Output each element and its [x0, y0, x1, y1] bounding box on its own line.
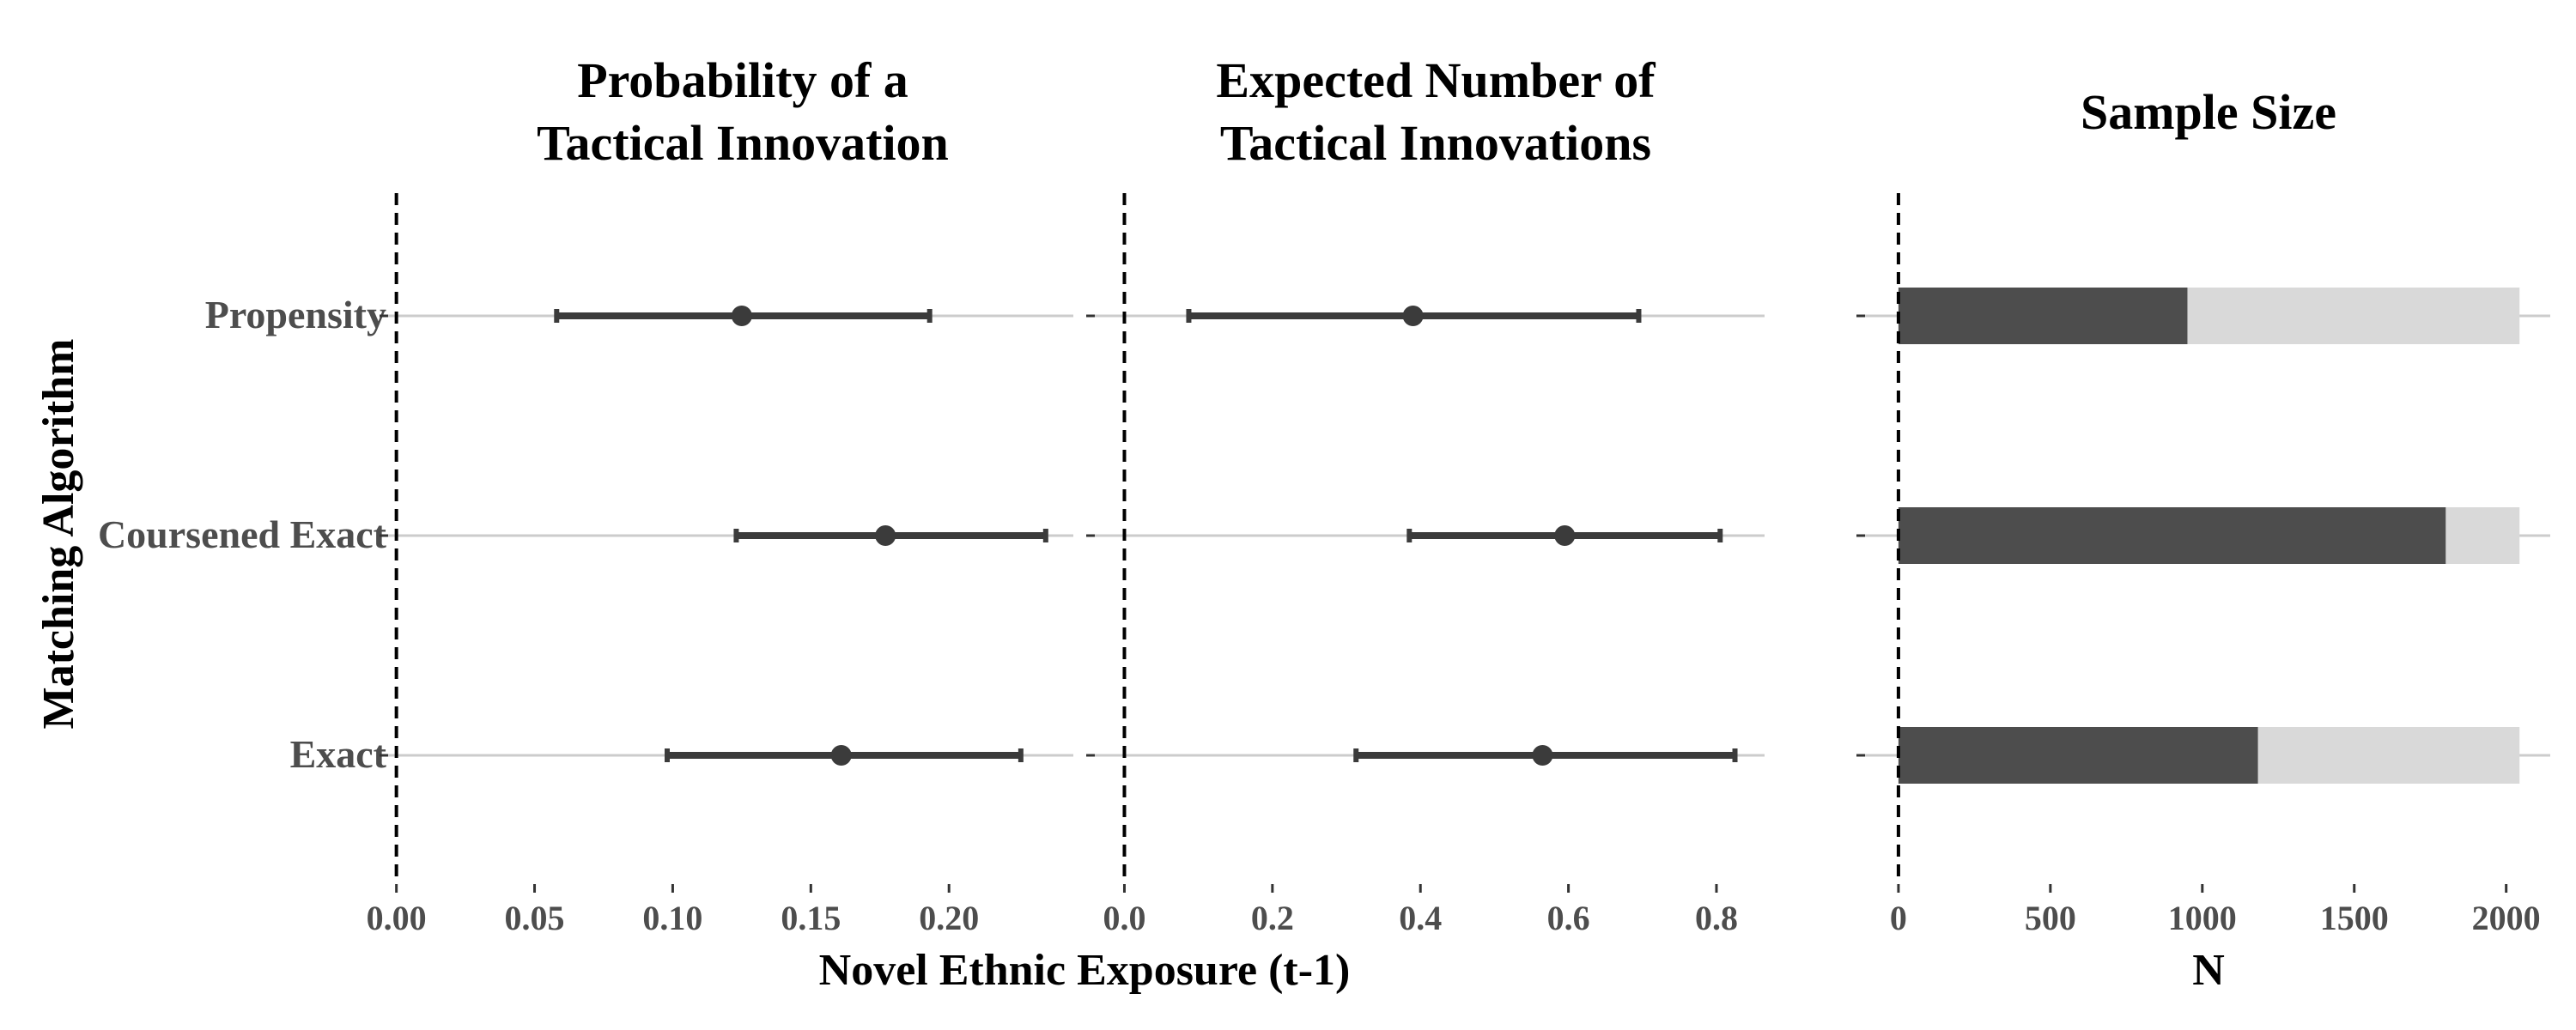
x-tick-label: 2000	[2472, 899, 2541, 937]
category-label: Coursened Exact	[98, 512, 387, 556]
x-tick-label: 500	[2025, 899, 2076, 937]
panel-2-title-line-2: Tactical Innovations	[1220, 115, 1651, 171]
estimate-point	[875, 525, 896, 546]
matched-bar	[1898, 288, 2188, 344]
category-label: Exact	[290, 732, 387, 776]
x-tick-label: 0.4	[1399, 899, 1442, 937]
estimate-point	[1402, 306, 1424, 326]
y-axis-title: Matching Algorithm	[34, 339, 83, 730]
panel-sample-size: 0 500 1000 1500 2000	[1856, 193, 2550, 937]
panel-2-title-line-1: Expected Number of	[1216, 52, 1656, 108]
x-tick-label: 0	[1890, 899, 1907, 937]
x-tick-label: 0.8	[1695, 899, 1738, 937]
x-tick-label: 0.0	[1103, 899, 1145, 937]
panel-probability: 0.00 0.05 0.10 0.15 0.20	[367, 193, 1073, 937]
x-axis-title: Novel Ethnic Exposure (t-1)	[819, 946, 1351, 995]
estimate-point	[830, 745, 852, 766]
x-tick-label: 0.6	[1547, 899, 1590, 937]
panel-1-title-line-1: Probability of a	[577, 52, 908, 108]
x-tick-label: 0.10	[642, 899, 702, 937]
x-tick-label: 0.15	[781, 899, 841, 937]
panel-expected-number: 0.0 0.2 0.4 0.6 0.8	[1086, 193, 1765, 937]
estimate-point	[1554, 525, 1576, 546]
matched-bar	[1898, 727, 2258, 784]
x-tick-label: 0.20	[919, 899, 979, 937]
x-tick-label: 0.05	[505, 899, 565, 937]
x-tick-label: 1000	[2168, 899, 2237, 937]
x-tick-label: 0.2	[1251, 899, 1294, 937]
category-label: Propensity	[205, 293, 386, 336]
category-labels: Propensity Coursened Exact Exact	[98, 293, 387, 776]
x-tick-label: 1500	[2320, 899, 2389, 937]
estimate-point	[731, 306, 752, 326]
x-tick-label: 0.00	[367, 899, 427, 937]
panel-3-x-axis-title: N	[2192, 946, 2225, 995]
matched-bar	[1898, 507, 2446, 564]
panel-3-title: Sample Size	[2081, 84, 2336, 140]
estimate-point	[1532, 745, 1553, 766]
panel-1-title-line-2: Tactical Innovation	[537, 115, 949, 171]
